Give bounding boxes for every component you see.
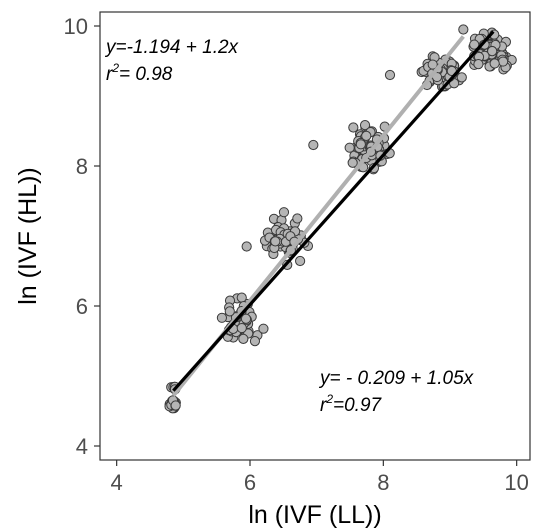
x-axis: 4 6 8 10	[111, 460, 529, 495]
annotation-top-equation: y=-1.194 + 1.2x	[104, 37, 240, 58]
annotation-bottom-r2: r2=0.97	[320, 392, 383, 416]
y-axis: 4 6 8 10	[64, 14, 100, 459]
y-axis-title: ln (IVF (HL))	[14, 167, 42, 305]
data-point	[489, 58, 500, 69]
data-point	[216, 312, 228, 323]
y-tick-label: 6	[76, 294, 88, 319]
data-point	[473, 59, 484, 70]
x-tick-label: 4	[111, 470, 123, 495]
data-point	[347, 157, 358, 168]
data-point	[236, 322, 247, 334]
data-point	[487, 46, 498, 57]
data-point-outlier	[241, 241, 252, 252]
data-point-outlier	[384, 69, 396, 81]
x-tick-label: 6	[244, 470, 256, 495]
x-tick-label: 10	[504, 470, 528, 495]
y-tick-label: 10	[64, 14, 88, 39]
data-point	[249, 335, 261, 347]
y-tick-label: 8	[76, 154, 88, 179]
data-point	[456, 72, 467, 83]
data-point	[224, 306, 235, 317]
annotation-bottom-equation: y= - 0.209 + 1.05x	[318, 368, 475, 389]
data-point	[238, 333, 249, 344]
data-point	[344, 142, 355, 153]
panel-border	[99, 11, 531, 461]
data-point	[355, 139, 366, 150]
data-point	[240, 313, 252, 324]
points-layer	[164, 24, 517, 414]
data-point	[278, 207, 290, 218]
data-point-outlier	[308, 139, 319, 151]
fit-lines-layer	[171, 30, 495, 397]
fit-line-black	[172, 30, 495, 392]
data-point	[427, 59, 438, 70]
data-point	[292, 213, 303, 224]
annotation-top-r2: r2= 0.98	[106, 61, 173, 85]
data-point	[361, 130, 372, 141]
y-tick-label: 4	[76, 434, 88, 459]
data-point	[258, 323, 269, 334]
data-point-outlier	[458, 24, 469, 35]
data-point-outlier	[348, 122, 359, 133]
data-point	[295, 255, 306, 267]
data-point	[236, 292, 247, 303]
x-tick-label: 8	[377, 470, 389, 495]
data-point	[497, 56, 509, 67]
x-axis-title: ln (IVF (LL))	[248, 501, 381, 529]
data-point	[170, 400, 181, 411]
data-point	[270, 236, 281, 247]
